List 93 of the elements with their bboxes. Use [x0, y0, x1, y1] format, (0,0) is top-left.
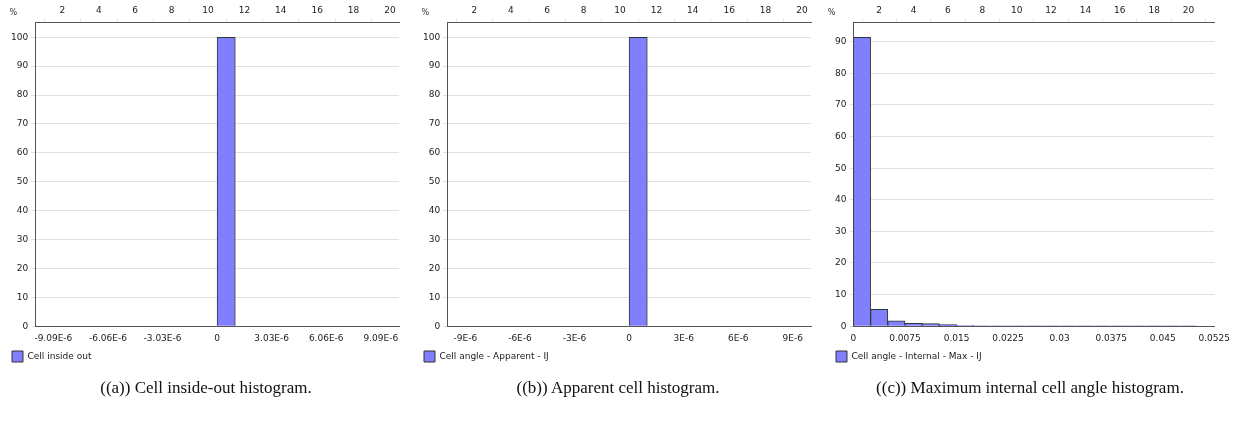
x2-tick-label: 4 — [507, 4, 514, 15]
x2-tick-label: 16 — [310, 4, 323, 15]
y-tick-label: 10 — [834, 288, 847, 299]
y-tick-label: 50 — [16, 176, 28, 187]
x2-tick-label: 2 — [875, 4, 882, 15]
text: ((c)) Maximum internal cell angle histogram. — [876, 378, 1184, 398]
x-tick-label: -3E-6 — [562, 332, 587, 343]
y-tick-label: 0 — [433, 320, 440, 331]
y-tick-label: 100 — [10, 31, 28, 42]
x-tick-label: 9.09E-6 — [362, 332, 398, 343]
x2-tick-label: 10 — [1010, 4, 1023, 15]
y-tick-label: 40 — [428, 204, 440, 215]
x2-tick-label: 12 — [238, 4, 250, 15]
x-tick-label: 6E-6 — [727, 332, 749, 343]
y-tick-label: 50 — [428, 176, 440, 187]
x2-tick-label: 20 — [795, 4, 808, 15]
x2-tick-label: 14 — [686, 4, 699, 15]
x2-tick-label: 8 — [168, 4, 175, 15]
legend-label: Cell angle - Internal - Max - IJ — [851, 350, 982, 361]
y-axis-title: % — [420, 7, 429, 17]
text: ((b)) Apparent cell histogram. — [516, 378, 720, 398]
x2-tick-label: 18 — [759, 4, 772, 15]
x2-tick-label: 6 — [543, 4, 550, 15]
y-tick-label: 70 — [834, 99, 847, 110]
y-tick-label: 20 — [16, 262, 28, 273]
x-tick-label: -3.03E-6 — [143, 332, 182, 343]
x-tick-label: 0.03 — [1049, 332, 1070, 343]
y-axis-title: % — [8, 7, 17, 17]
y-tick-label: 60 — [428, 147, 440, 158]
y-tick-label: 30 — [428, 233, 440, 244]
x2-tick-label: 12 — [650, 4, 662, 15]
x-tick-label: 0 — [850, 332, 857, 343]
x2-tick-label: 4 — [95, 4, 102, 15]
legend-label: Cell inside out — [27, 350, 92, 361]
x2-tick-label: 10 — [201, 4, 214, 15]
text: ((a)) Cell inside-out histogram. — [100, 378, 312, 398]
x-tick-label: 0.0375 — [1094, 332, 1127, 343]
y-tick-label: 100 — [422, 31, 440, 42]
x2-tick-label: 18 — [1147, 4, 1160, 15]
y-tick-label: 60 — [834, 130, 847, 141]
y-tick-label: 40 — [16, 204, 28, 215]
x2-tick-label: 2 — [471, 4, 477, 15]
x2-tick-label: 16 — [1113, 4, 1126, 15]
y-tick-label: 80 — [16, 89, 28, 100]
x-tick-label: 0.0225 — [991, 332, 1024, 343]
x2-tick-label: 14 — [274, 4, 287, 15]
y-tick-label: 80 — [428, 89, 440, 100]
y-tick-label: 60 — [16, 147, 28, 158]
x-tick-label: 3E-6 — [672, 332, 694, 343]
y-tick-label: 10 — [428, 291, 440, 302]
x2-tick-label: 6 — [944, 4, 951, 15]
y-tick-label: 90 — [16, 60, 28, 71]
x-tick-label: 0.045 — [1149, 332, 1176, 343]
x2-tick-label: 6 — [131, 4, 138, 15]
x2-tick-label: 8 — [978, 4, 985, 15]
x2-tick-label: 8 — [580, 4, 587, 15]
x2-tick-label: 16 — [722, 4, 735, 15]
y-tick-label: 50 — [834, 162, 847, 173]
y-axis-title: % — [827, 7, 836, 17]
legend-label: Cell angle - Apparent - IJ — [439, 350, 549, 361]
y-tick-label: 0 — [840, 320, 847, 331]
x2-tick-label: 4 — [910, 4, 917, 15]
y-tick-label: 30 — [834, 225, 847, 236]
x-tick-label: 3.03E-6 — [253, 332, 289, 343]
x-tick-label: 9E-6 — [782, 332, 803, 343]
y-tick-label: 70 — [428, 118, 440, 129]
x-tick-label: 0 — [213, 332, 220, 343]
y-tick-label: 10 — [16, 291, 28, 302]
y-tick-label: 0 — [21, 320, 28, 331]
x-tick-label: 0.0525 — [1198, 332, 1230, 343]
x-tick-label: -6.06E-6 — [88, 332, 127, 343]
x-tick-label: 6.06E-6 — [308, 332, 344, 343]
y-tick-label: 80 — [834, 67, 847, 78]
x2-tick-label: 10 — [613, 4, 626, 15]
x2-tick-label: 14 — [1079, 4, 1091, 15]
y-tick-label: 30 — [16, 233, 28, 244]
x-tick-label: 0.015 — [943, 332, 969, 343]
x-tick-label: 0.0075 — [888, 332, 921, 343]
y-tick-label: 20 — [834, 257, 847, 268]
x-tick-label: -9E-6 — [453, 332, 477, 343]
x2-tick-label: 20 — [1182, 4, 1194, 15]
x2-tick-label: 12 — [1044, 4, 1057, 15]
x-tick-label: 0 — [625, 332, 632, 343]
x2-tick-label: 18 — [347, 4, 360, 15]
y-tick-label: 40 — [834, 194, 847, 205]
x-tick-label: -6E-6 — [507, 332, 532, 343]
y-tick-label: 90 — [834, 36, 847, 47]
y-tick-label: 20 — [428, 262, 440, 273]
x2-tick-label: 20 — [383, 4, 396, 15]
x-tick-label: -9.09E-6 — [33, 332, 73, 343]
y-tick-label: 70 — [16, 118, 28, 129]
y-tick-label: 90 — [428, 60, 440, 71]
x2-tick-label: 2 — [59, 4, 65, 15]
